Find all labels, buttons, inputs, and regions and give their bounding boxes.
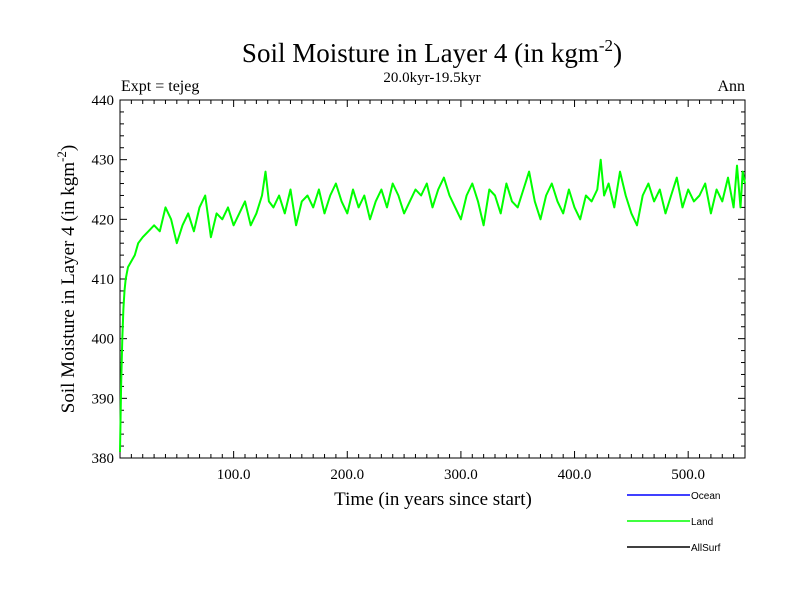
legend-label-land: Land <box>691 517 713 528</box>
y-tick-label: 430 <box>92 153 115 169</box>
x-tick-label: 100.0 <box>217 467 251 483</box>
series-line-land <box>119 158 746 453</box>
series-layer <box>119 158 746 453</box>
chart-title: Soil Moisture in Layer 4 (in kgm-2) <box>242 36 622 68</box>
x-axis-label: Time (in years since start) <box>334 489 532 510</box>
x-tick-label: 500.0 <box>671 467 705 483</box>
legend: Ocean Land AllSurf <box>627 491 721 554</box>
legend-label-ocean: Ocean <box>691 491 720 502</box>
y-axis-ticks: 380 390 400 410 420 430 440 <box>92 93 745 467</box>
y-tick-label: 440 <box>92 93 115 109</box>
chart-subtitle: 20.0kyr-19.5kyr <box>383 70 480 86</box>
y-tick-label: 420 <box>92 212 115 228</box>
y-tick-label: 380 <box>92 451 115 467</box>
x-tick-label: 400.0 <box>558 467 592 483</box>
y-axis-label: Soil Moisture in Layer 4 (in kgm-2) <box>54 145 79 413</box>
x-tick-label: 200.0 <box>330 467 364 483</box>
x-axis-ticks: 100.0 200.0 300.0 400.0 500.0 <box>130 100 735 483</box>
x-tick-label: 300.0 <box>444 467 478 483</box>
y-tick-label: 410 <box>92 272 115 288</box>
y-tick-label: 390 <box>92 391 115 407</box>
season-label: Ann <box>717 78 745 95</box>
plot-area <box>119 99 746 459</box>
legend-label-allsurf: AllSurf <box>691 543 721 554</box>
expt-label: Expt = tejeg <box>121 78 199 95</box>
y-tick-label: 400 <box>92 332 115 348</box>
